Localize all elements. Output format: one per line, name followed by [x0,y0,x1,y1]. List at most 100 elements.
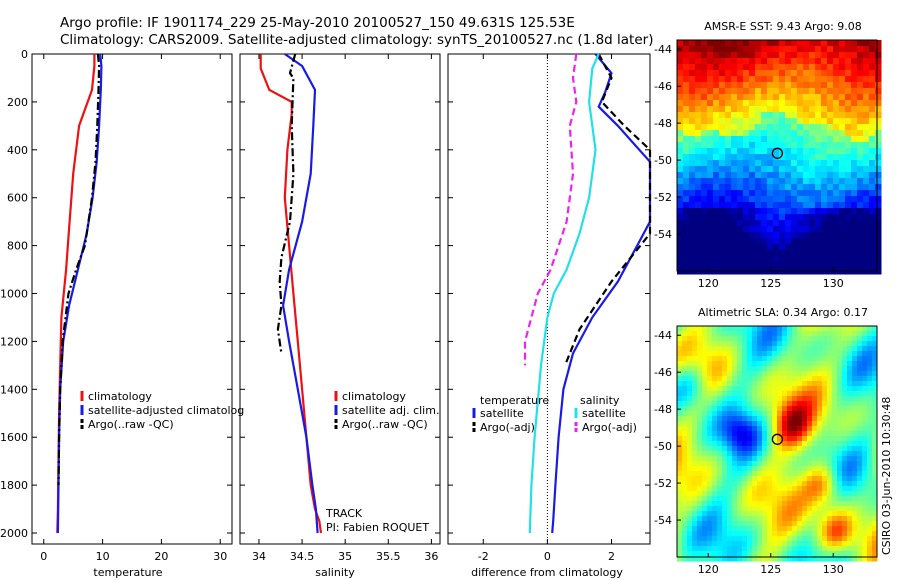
map-cell [867,331,873,337]
map-cell [719,52,726,59]
map-cell [692,521,698,527]
map-cell [713,64,720,71]
map-cell [687,391,693,397]
map-cell [822,331,828,337]
map-cell [815,178,822,185]
map-cell [797,70,804,77]
y-tick-label: 400 [7,144,28,157]
map-cell [727,451,733,457]
map-cell [727,506,733,512]
map-cell [791,172,798,179]
map-cell [827,531,833,537]
map-cell [875,262,882,269]
map-cell [817,331,823,337]
map-cell [847,406,853,412]
map-cell [767,376,773,382]
map-cell [862,456,868,462]
map-cell [872,351,878,357]
map-cell [782,371,788,377]
map-cell [777,546,783,552]
map-cell [719,196,726,203]
map-cell [817,371,823,377]
series-line [57,53,101,486]
map-cell [677,226,684,233]
map-cell [677,546,683,552]
map-cell [749,106,756,113]
map-cell [707,226,714,233]
map-cell [785,40,792,47]
map-cell [772,336,778,342]
map-cell [779,190,786,197]
map-cell [827,511,833,517]
map-cell [792,341,798,347]
map-cell [827,232,834,239]
map-cell [862,341,868,347]
map-cell [747,501,753,507]
map-cell [749,172,756,179]
map-cell [747,466,753,472]
map-cell [777,516,783,522]
map-cell [677,386,683,392]
map-cell [697,376,703,382]
map-cell [812,326,818,332]
map-cell [722,326,728,332]
map-cell [785,64,792,71]
map-cell [737,172,744,179]
map-cell [847,481,853,487]
map-cell [842,546,848,552]
map-cell [792,471,798,477]
map-cell [767,262,774,269]
map-cell [847,386,853,392]
map-cell [833,250,840,257]
map-cell [722,546,728,552]
map-cell [785,76,792,83]
map-cell [695,88,702,95]
map-cell [713,160,720,167]
map-cell [812,486,818,492]
map-cell [767,441,773,447]
map-cell [812,371,818,377]
map-cell [712,371,718,377]
map-cell [702,386,708,392]
map-cell [772,516,778,522]
map-cell [687,526,693,532]
map-cell [732,366,738,372]
map-cell [737,178,744,185]
map-cell [767,238,774,245]
map-cell [717,556,723,562]
map-cell [872,401,878,407]
map-cell [757,421,763,427]
map-cell [732,471,738,477]
map-cell [762,546,768,552]
map-cell [717,496,723,502]
map-cell [802,481,808,487]
map-cell [791,40,798,47]
map-cell [809,256,816,263]
map-cell [767,461,773,467]
map-cell [752,426,758,432]
map-cell [731,58,738,65]
map-cell [857,556,863,562]
map-cell [791,232,798,239]
map-cell [833,118,840,125]
map-cell [863,178,870,185]
map-cell [832,521,838,527]
map-cell [712,416,718,422]
figure-title-line1: Argo profile: IF 1901174_229 25-May-2010… [60,15,575,31]
map-cell [827,441,833,447]
map-cell [802,336,808,342]
map-cell [762,356,768,362]
map-cell [857,184,864,191]
map-cell [875,172,882,179]
map-cell [845,58,852,65]
map-cell [757,496,763,502]
map-cell [817,361,823,367]
map-cell [767,531,773,537]
map-cell [755,148,762,155]
map-cell [737,124,744,131]
map-cell [875,154,882,161]
map-cell [757,526,763,532]
map-cell [732,346,738,352]
map-cell [702,406,708,412]
map-cell [815,82,822,89]
